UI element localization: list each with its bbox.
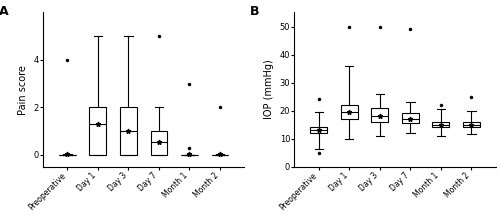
PathPatch shape [432,122,450,127]
Y-axis label: Pain score: Pain score [18,65,28,114]
PathPatch shape [463,122,480,127]
Text: B: B [250,5,260,18]
Text: A: A [0,5,8,18]
PathPatch shape [120,107,137,155]
PathPatch shape [372,108,388,122]
PathPatch shape [310,127,327,133]
PathPatch shape [341,105,357,119]
PathPatch shape [402,113,418,123]
Y-axis label: IOP (mmHg): IOP (mmHg) [264,60,274,119]
PathPatch shape [90,107,106,155]
PathPatch shape [150,131,168,155]
